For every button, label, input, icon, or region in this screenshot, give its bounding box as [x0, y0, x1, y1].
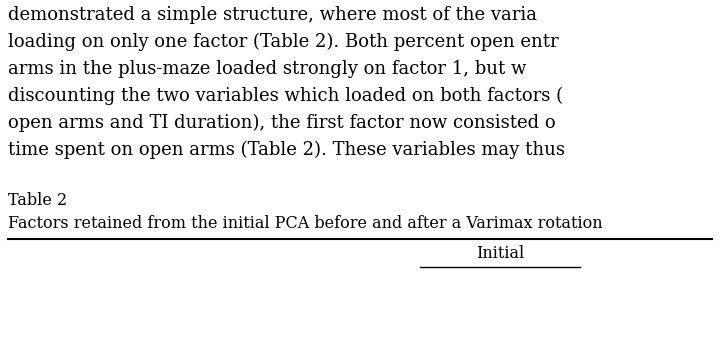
Text: open arms and TI duration), the first factor now consisted o: open arms and TI duration), the first fa… — [8, 114, 556, 132]
Text: Table 2: Table 2 — [8, 192, 67, 209]
Text: Factors retained from the initial PCA before and after a Varimax rotation: Factors retained from the initial PCA be… — [8, 215, 603, 232]
Text: arms in the plus-maze loaded strongly on factor 1, but w: arms in the plus-maze loaded strongly on… — [8, 60, 526, 78]
Text: time spent on open arms (Table 2). These variables may thus: time spent on open arms (Table 2). These… — [8, 141, 565, 159]
Text: demonstrated a simple structure, where most of the varia: demonstrated a simple structure, where m… — [8, 6, 537, 24]
Text: discounting the two variables which loaded on both factors (: discounting the two variables which load… — [8, 87, 563, 105]
Text: Initial: Initial — [476, 245, 524, 262]
Text: loading on only one factor (Table 2). Both percent open entr: loading on only one factor (Table 2). Bo… — [8, 33, 559, 51]
